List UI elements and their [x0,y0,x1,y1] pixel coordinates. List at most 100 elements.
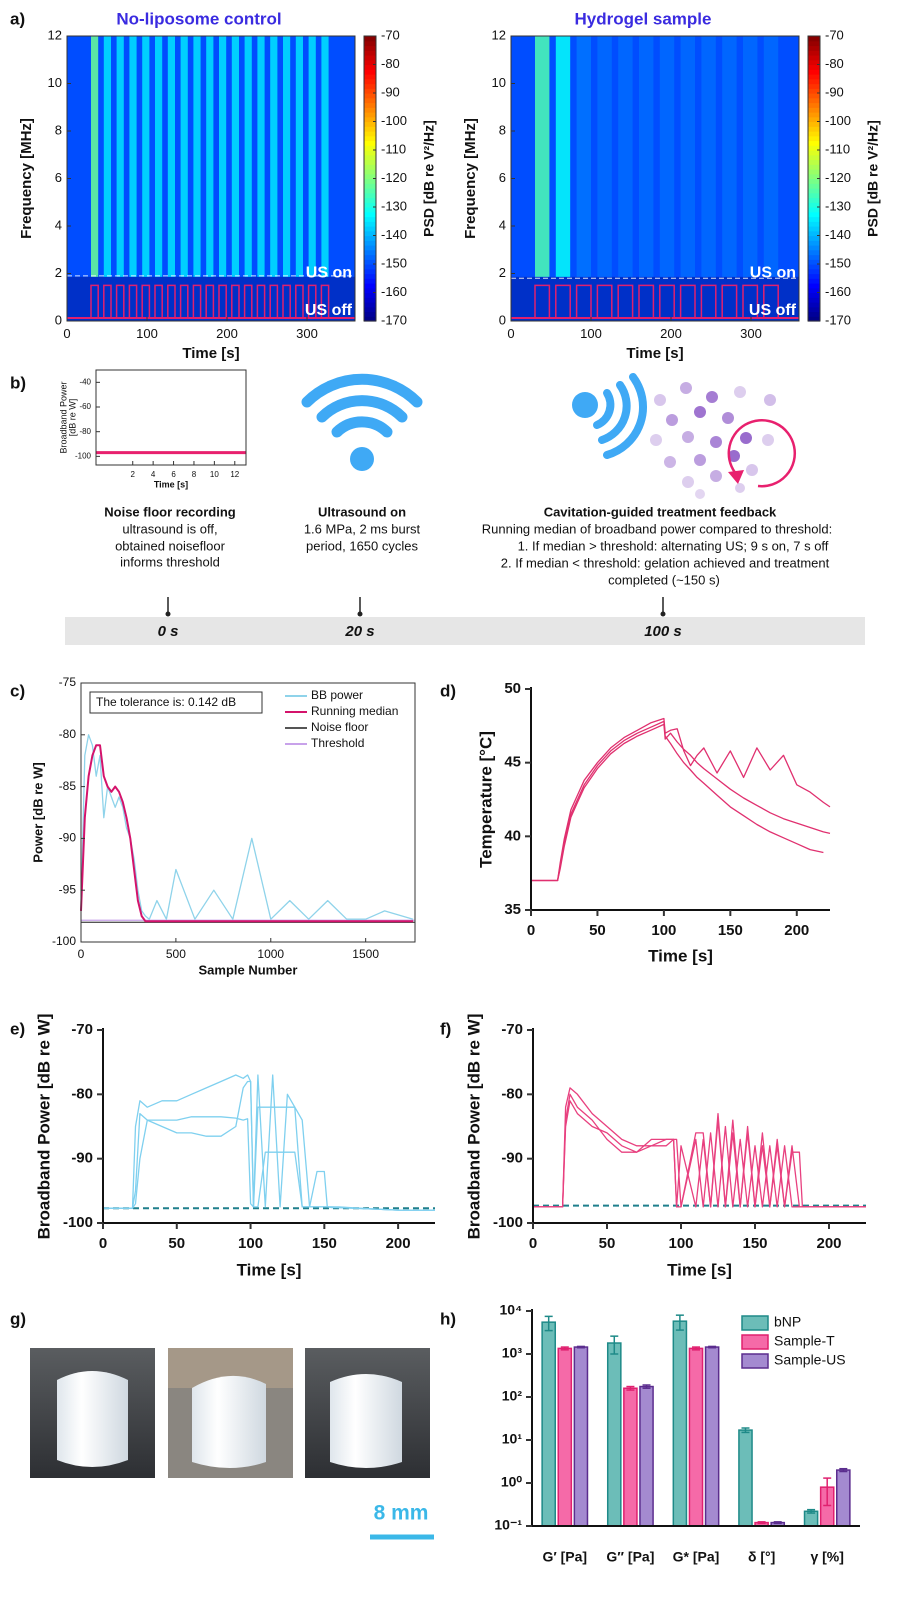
colorbar-segment [364,178,376,184]
colorbar-segment [808,126,820,132]
series-line [103,1112,435,1211]
panel-label: e) [10,1019,25,1038]
colorbar-tick-label: -160 [381,284,407,299]
chart-title: Hydrogel sample [575,9,712,28]
y-tick-label: -100 [52,934,76,948]
colorbar-segment [364,169,376,175]
error-bar [757,1521,766,1525]
colorbar-segment [364,45,376,51]
burst [555,36,571,277]
colorbar-segment [808,116,820,123]
x-tick-label: 10 [210,470,219,479]
x-tick-label: 0 [99,1235,107,1252]
colorbar-segment [808,259,820,265]
colorbar-segment [808,254,820,260]
colorbar-segment [808,93,820,99]
x-tick-label: 50 [589,922,606,939]
y-tick-label: 0 [55,312,62,327]
colorbar-tick-label: -70 [381,27,400,42]
x-tick-label: 200 [816,1235,841,1252]
us-pulse [763,284,779,319]
x-tick-label: δ [°] [748,1549,775,1565]
bar [557,1347,573,1527]
x-tick-label: G* [Pa] [673,1549,720,1565]
timeline-label: 0 s [158,623,179,640]
colorbar-segment [364,216,376,222]
colorbar-segment [808,159,820,165]
burst [535,36,550,277]
colorbar-tick-label: -80 [825,56,844,71]
colorbar-segment [364,126,376,132]
colorbar-segment [364,221,376,227]
y-tick-label: 0 [499,312,506,327]
annotation-box [89,691,263,714]
colorbar-segment [364,83,376,89]
colorbar-segment [808,297,820,303]
colorbar-segment [364,254,376,260]
y-tick-label: -60 [79,402,91,411]
us-pulse [700,284,717,319]
step-text: 2. If median < threshold: gelation achie… [501,555,830,570]
step-text: 1.6 MPa, 2 ms burst [304,521,421,536]
colorbar-segment [364,40,376,47]
y-tick-label: -100 [75,451,92,460]
y-tick-label: 10⁴ [500,1302,523,1318]
bar [623,1387,638,1527]
step-text: Running median of broadband power compar… [482,521,833,536]
y-tick-label: 6 [55,170,62,185]
x-tick-label: 200 [784,922,809,939]
colorbar-segment [808,121,820,127]
colorbar-segment [808,40,820,47]
burst [576,36,591,277]
error-bar [560,1346,569,1351]
colorbar-tick-label: -120 [381,170,407,185]
y-tick-label: 4 [55,217,62,232]
colorbar-segment [364,188,376,194]
colorbar-segment [364,74,376,80]
colorbar-tick-label: -100 [381,113,407,128]
colorbar-segment [808,145,820,151]
legend-swatch [741,1353,769,1369]
photo [30,1348,155,1478]
colorbar-segment [808,207,820,213]
y-tick-label: 10² [502,1388,523,1404]
y-tick-label: -80 [501,1085,523,1102]
y-axis-label: Broadband Power [dB re W] [34,1014,53,1240]
colorbar-tick-label: -80 [381,56,400,71]
y-tick-label: -85 [59,779,77,793]
spectrogram-low-band [511,276,799,321]
colorbar-segment [808,64,820,70]
colorbar-tick-label: -150 [825,255,851,270]
x-tick-label: 50 [599,1235,616,1252]
colorbar-segment [808,216,820,222]
colorbar-tick-label: -170 [825,312,851,327]
panel-label: a) [10,9,25,28]
error-bar [642,1384,651,1389]
x-tick-label: 1000 [257,947,284,961]
x-tick-label: 150 [718,922,743,939]
colorbar-tick-label: -130 [381,198,407,213]
x-tick-label: G′ [Pa] [543,1549,588,1565]
colorbar-segment [364,311,376,317]
error-bar [544,1315,553,1332]
colorbar-segment [808,154,820,161]
x-tick-label: 300 [740,326,762,341]
colorbar-segment [364,207,376,213]
burst [680,36,695,277]
colorbar-segment [808,268,820,275]
panel-label: c) [10,681,25,700]
us-pulse [742,284,759,319]
us-pulse [596,284,613,319]
us-pulse [154,284,163,319]
x-tick-label: 0 [529,1235,537,1252]
colorbar-segment [808,240,820,246]
us-pulse [115,284,125,319]
burst [231,36,239,277]
y-tick-label: 45 [504,754,521,771]
us-pulse [205,284,215,319]
error-bar [823,1477,832,1507]
series-line [103,1080,435,1211]
y-tick-label: 10 [48,75,62,90]
colorbar-segment [364,240,376,246]
colorbar-segment [364,302,376,308]
